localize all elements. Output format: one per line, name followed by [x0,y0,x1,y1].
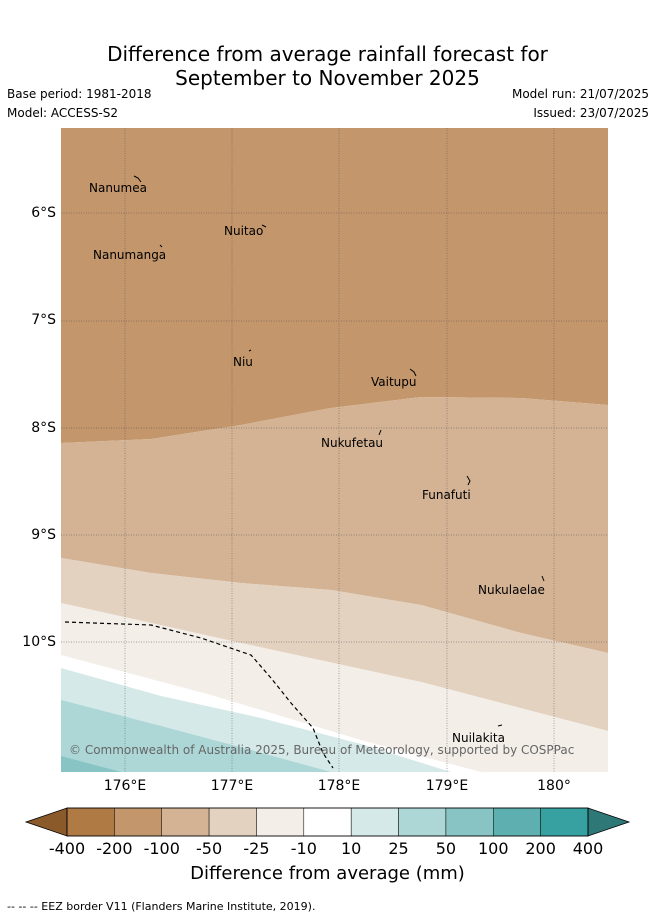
rainfall-map: Nanumea Nuitao Nanumanga Niu Vaitupu Nuk… [61,128,608,772]
colorbar-cell [208,807,257,837]
band-plus-50 [61,756,121,772]
colorbar-cell [303,807,352,837]
island-marks [133,175,545,727]
colorbar-tick-label: 25 [388,839,409,858]
place-niu: Niu [233,355,253,369]
band-minus-10 [61,603,608,772]
colorbar-tick-label: -100 [143,839,180,858]
lon-label-177e: 177°E [210,778,254,794]
eez-footer: -- -- -- EEZ border V11 (Flanders Marine… [7,900,316,913]
colorbar-extend-high [587,807,631,837]
colorbar-cell [161,807,210,837]
lon-label-178e: 178°E [317,778,361,794]
place-nanumea: Nanumea [89,181,147,195]
colorbar-cell [350,807,399,837]
band-plus-25 [61,700,331,772]
colorbar-tick-label: 10 [340,839,362,858]
lon-label-180: 180° [537,778,571,794]
place-nanumanga: Nanumanga [93,248,166,262]
colorbar-cell [445,807,494,837]
lat-label-9s: 9°S [31,527,56,543]
band-minus-25 [61,558,608,731]
colorbar-tick-label: -400 [48,839,86,858]
colorbar-tick-label: -50 [196,839,223,858]
eez-border [64,621,334,769]
lat-label-8s: 8°S [31,420,56,436]
map-title-line2: September to November 2025 [175,66,480,90]
lon-label-179e: 179°E [425,778,469,794]
place-nuilakita: Nuilakita [452,731,505,745]
lon-label-176e: 176°E [103,778,147,794]
model-name: Model: ACCESS-S2 [7,106,119,120]
place-nuitao: Nuitao [224,224,263,238]
lat-label-6s: 6°S [31,205,56,221]
colorbar-extend-low [24,807,68,837]
graticule [61,128,608,772]
place-funafuti: Funafuti [422,488,471,502]
colorbar-tick-label: 50 [435,839,457,858]
colorbar-tick-label: 400 [572,839,604,858]
colorbar-cell [256,807,305,837]
colorbar-tick-label: -200 [96,839,133,858]
lat-label-7s: 7°S [31,312,56,328]
map-svg: Nanumea Nuitao Nanumanga Niu Vaitupu Nuk… [61,128,608,772]
colorbar-cell [493,807,541,837]
colorbar-cell [66,807,115,837]
base-period: Base period: 1981-2018 [7,87,152,101]
colorbar-tick-label: 200 [525,839,556,858]
band-minus-50 [61,397,608,653]
model-run: Model run: 21/07/2025 [511,87,649,101]
colorbar-tick-label: -10 [290,839,317,858]
colorbar-cell [114,807,162,837]
band-minus-100 [61,128,608,443]
colorbar-title: Difference from average (mm) [190,863,465,884]
colorbar [24,807,631,837]
map-title-line1: Difference from average rainfall forecas… [107,42,548,66]
place-vaitupu: Vaitupu [371,375,417,389]
lat-label-10s: 10°S [22,634,56,650]
issued-date: Issued: 23/07/2025 [533,106,649,120]
place-nukulaelae: Nukulaelae [478,583,545,597]
colorbar-cell [540,807,589,837]
colorbar-tick-label: -25 [243,839,270,858]
colorbar-tick-label: 100 [477,839,509,858]
colorbar-cell [398,807,447,837]
place-nukufetau: Nukufetau [321,436,383,450]
copyright-notice: © Commonwealth of Australia 2025, Bureau… [69,743,574,757]
